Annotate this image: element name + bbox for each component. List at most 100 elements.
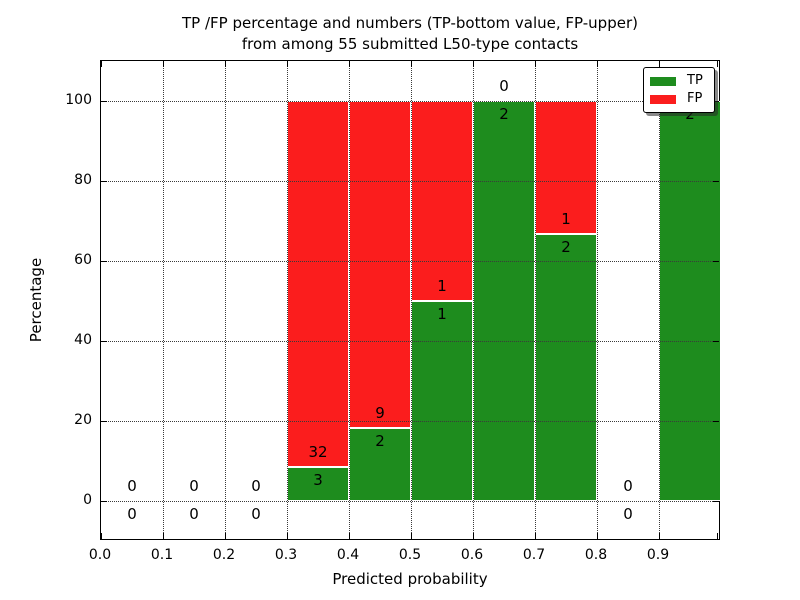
x-tick-label: 0.7: [522, 547, 546, 563]
annotation-fp-count: 1: [561, 210, 571, 229]
bar-segment-tp: [287, 466, 349, 501]
x-tick-mark-top: [349, 61, 350, 67]
y-tick-mark-right: [713, 181, 719, 182]
y-tick-mark: [101, 421, 107, 422]
x-tick-mark: [411, 533, 412, 539]
annotation-tp-count: 3: [313, 470, 323, 489]
x-tick-mark-top: [411, 61, 412, 67]
annotation-tp-count: 0: [189, 505, 199, 523]
y-tick-label: 40: [74, 332, 92, 348]
legend-item-tp: TP: [650, 74, 708, 88]
chart-title-line2: from among 55 submitted L50-type contact…: [241, 35, 579, 53]
y-axis-label: Percentage: [27, 257, 45, 343]
legend-label-fp: FP: [687, 91, 703, 106]
y-tick-label: 0: [83, 492, 92, 508]
x-tick-mark-top: [659, 61, 660, 67]
y-tick-mark-right: [713, 101, 719, 102]
y-tick-label: 60: [74, 252, 92, 268]
gridline-vertical: [225, 61, 226, 539]
bar-segment-tp: [659, 101, 721, 501]
gridline-horizontal: [101, 341, 719, 342]
chart-title-line1: TP /FP percentage and numbers (TP-bottom…: [182, 14, 638, 32]
x-tick-label: 0.9: [646, 547, 670, 563]
bar-segment-tp: [535, 234, 597, 501]
x-tick-mark-top: [225, 61, 226, 67]
x-tick-mark: [597, 533, 598, 539]
bar-segment-tp: [473, 101, 535, 501]
gridline-horizontal: [101, 261, 719, 262]
annotation-fp-count: 0: [623, 477, 633, 495]
x-tick-label: 0.6: [460, 547, 484, 563]
y-tick-label: 100: [65, 92, 92, 108]
annotation-fp-count: 0: [251, 477, 261, 495]
x-tick-mark: [717, 533, 718, 539]
x-tick-mark-top: [101, 61, 102, 67]
annotation-tp-count: 0: [251, 505, 261, 523]
annotation-tp-count: 2: [561, 238, 571, 257]
x-axis-label: Predicted probability: [332, 570, 488, 588]
y-tick-mark: [101, 181, 107, 182]
x-tick-mark: [659, 533, 660, 539]
gridline-vertical: [473, 61, 474, 539]
x-tick-mark: [535, 533, 536, 539]
annotation-fp-count: 0: [189, 477, 199, 495]
x-tick-mark-top: [287, 61, 288, 67]
bar-segment-tp: [411, 301, 473, 501]
annotation-tp-count: 1: [437, 305, 447, 323]
gridline-vertical: [411, 61, 412, 539]
annotation-tp-count: 0: [127, 505, 137, 523]
gridline-vertical: [597, 61, 598, 539]
x-tick-mark: [163, 533, 164, 539]
legend-item-fp: FP: [650, 92, 708, 106]
chart-title: TP /FP percentage and numbers (TP-bottom…: [100, 13, 720, 55]
y-tick-label: 20: [74, 412, 92, 428]
x-tick-label: 0.5: [398, 547, 422, 563]
y-tick-mark: [101, 101, 107, 102]
y-tick-mark-right: [713, 421, 719, 422]
x-tick-label: 0.8: [584, 547, 608, 563]
gridline-vertical: [535, 61, 536, 539]
x-tick-mark: [225, 533, 226, 539]
x-tick-mark-top: [597, 61, 598, 67]
annotation-tp-count: 2: [499, 105, 509, 123]
annotation-tp-count: 2: [375, 432, 385, 451]
x-tick-mark: [101, 533, 102, 539]
y-tick-mark-right: [713, 501, 719, 502]
gridline-vertical: [349, 61, 350, 539]
x-tick-label: 0.0: [88, 547, 112, 563]
y-tick-label: 80: [74, 172, 92, 188]
x-tick-mark: [349, 533, 350, 539]
gridline-vertical: [659, 61, 660, 539]
bar-segment-fp: [287, 101, 349, 467]
x-tick-mark: [287, 533, 288, 539]
bar-segment-fp: [411, 101, 473, 301]
annotation-tp-count: 0: [623, 505, 633, 523]
annotation-fp-count: 0: [499, 77, 509, 95]
x-tick-mark-top: [717, 61, 718, 67]
y-tick-mark: [101, 501, 107, 502]
annotation-fp-count: 0: [127, 477, 137, 495]
gridline-horizontal: [101, 101, 719, 102]
annotation-tp-count: 2: [685, 105, 695, 123]
gridline-horizontal: [101, 501, 719, 502]
y-tick-mark: [101, 261, 107, 262]
gridline-vertical: [287, 61, 288, 539]
plot-area: 000000323921102120002: [100, 60, 721, 540]
y-tick-mark-right: [713, 261, 719, 262]
annotation-fp-count: 9: [375, 404, 385, 423]
x-tick-mark-top: [535, 61, 536, 67]
gridline-horizontal: [101, 421, 719, 422]
fp-color-swatch: [650, 94, 676, 104]
x-tick-label: 0.3: [274, 547, 298, 563]
x-tick-label: 0.4: [336, 547, 360, 563]
annotation-fp-count: 1: [437, 277, 447, 295]
annotation-fp-count: 32: [308, 442, 328, 461]
x-tick-mark: [473, 533, 474, 539]
y-tick-mark: [101, 341, 107, 342]
legend-label-tp: TP: [687, 73, 703, 88]
tp-color-swatch: [650, 76, 676, 86]
gridline-vertical: [163, 61, 164, 539]
bar-segment-tp: [349, 428, 411, 501]
x-tick-label: 0.2: [212, 547, 236, 563]
